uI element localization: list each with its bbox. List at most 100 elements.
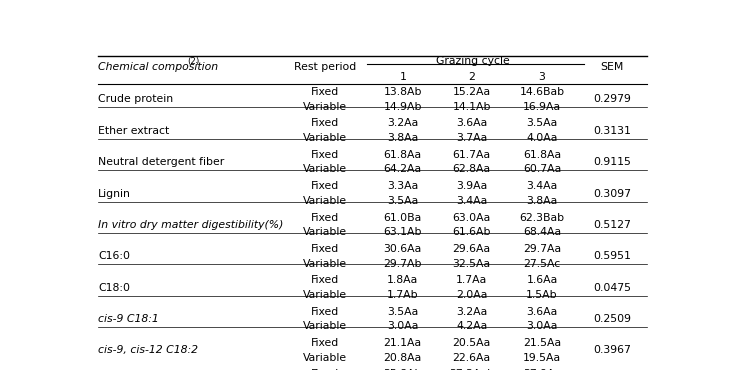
- Text: 63.0Aa: 63.0Aa: [453, 212, 491, 222]
- Text: Variable: Variable: [303, 196, 348, 206]
- Text: 61.8Aa: 61.8Aa: [523, 150, 561, 160]
- Text: 60.7Aa: 60.7Aa: [523, 165, 561, 175]
- Text: 3.6Aa: 3.6Aa: [456, 118, 488, 128]
- Text: 0.2979: 0.2979: [594, 94, 631, 104]
- Text: 13.8Ab: 13.8Ab: [384, 87, 422, 97]
- Text: Fixed: Fixed: [311, 150, 339, 160]
- Text: cis-9, cis-12 C18:2: cis-9, cis-12 C18:2: [99, 345, 199, 355]
- Text: 3.8Aa: 3.8Aa: [526, 196, 558, 206]
- Text: SEM: SEM: [601, 62, 624, 72]
- Text: 3.9Aa: 3.9Aa: [456, 181, 488, 191]
- Text: 3.5Aa: 3.5Aa: [526, 118, 558, 128]
- Text: 15.2Aa: 15.2Aa: [453, 87, 491, 97]
- Text: 64.2Aa: 64.2Aa: [384, 165, 422, 175]
- Text: Lignin: Lignin: [99, 188, 131, 199]
- Text: C18:0: C18:0: [99, 283, 130, 293]
- Text: 20.5Aa: 20.5Aa: [453, 338, 491, 348]
- Text: Fixed: Fixed: [311, 181, 339, 191]
- Text: 3.5Aa: 3.5Aa: [387, 307, 419, 317]
- Text: 3.0Aa: 3.0Aa: [526, 321, 558, 332]
- Text: Fixed: Fixed: [311, 307, 339, 317]
- Text: 1: 1: [399, 73, 406, 83]
- Text: 4.0Aa: 4.0Aa: [526, 133, 558, 143]
- Text: 0.3131: 0.3131: [594, 126, 631, 136]
- Text: 0.5127: 0.5127: [594, 220, 631, 230]
- Text: 14.1Ab: 14.1Ab: [453, 102, 491, 112]
- Text: Variable: Variable: [303, 321, 348, 332]
- Text: Fixed: Fixed: [311, 275, 339, 285]
- Text: C16:0: C16:0: [99, 251, 130, 261]
- Text: 4.2Aa: 4.2Aa: [456, 321, 488, 332]
- Text: Variable: Variable: [303, 290, 348, 300]
- Text: Variable: Variable: [303, 353, 348, 363]
- Text: 3.2Aa: 3.2Aa: [456, 307, 488, 317]
- Text: 29.7Aa: 29.7Aa: [523, 244, 561, 254]
- Text: Fixed: Fixed: [311, 244, 339, 254]
- Text: 3.3Aa: 3.3Aa: [387, 181, 419, 191]
- Text: cis-9 C18:1: cis-9 C18:1: [99, 314, 159, 324]
- Text: 61.8Aa: 61.8Aa: [384, 150, 422, 160]
- Text: Variable: Variable: [303, 259, 348, 269]
- Text: 3.6Aa: 3.6Aa: [526, 307, 558, 317]
- Text: 0.9115: 0.9115: [594, 157, 631, 167]
- Text: 35.8Ab: 35.8Ab: [384, 369, 422, 370]
- Text: 27.5Ac: 27.5Ac: [523, 259, 561, 269]
- Text: 21.1Aa: 21.1Aa: [384, 338, 422, 348]
- Text: 2: 2: [468, 73, 475, 83]
- Text: 3.2Aa: 3.2Aa: [387, 118, 419, 128]
- Text: 3.4Aa: 3.4Aa: [456, 196, 488, 206]
- Text: 29.7Ab: 29.7Ab: [384, 259, 422, 269]
- Text: 61.6Ab: 61.6Ab: [453, 227, 491, 237]
- Text: Variable: Variable: [303, 227, 348, 237]
- Text: 68.4Aa: 68.4Aa: [523, 227, 561, 237]
- Text: Variable: Variable: [303, 133, 348, 143]
- Text: 0.3097: 0.3097: [594, 188, 631, 199]
- Text: 22.6Aa: 22.6Aa: [453, 353, 491, 363]
- Text: 3.0Aa: 3.0Aa: [387, 321, 419, 332]
- Text: 3.5Aa: 3.5Aa: [387, 196, 419, 206]
- Text: Ether extract: Ether extract: [99, 126, 170, 136]
- Text: 32.5Aa: 32.5Aa: [453, 259, 491, 269]
- Text: 37.3Aab: 37.3Aab: [449, 369, 494, 370]
- Text: Fixed: Fixed: [311, 87, 339, 97]
- Text: Variable: Variable: [303, 165, 348, 175]
- Text: 2.0Aa: 2.0Aa: [456, 290, 488, 300]
- Text: 14.9Ab: 14.9Ab: [384, 102, 422, 112]
- Text: 61.0Ba: 61.0Ba: [384, 212, 422, 222]
- Text: Chemical composition: Chemical composition: [99, 62, 219, 72]
- Text: Fixed: Fixed: [311, 212, 339, 222]
- Text: In vitro dry matter digestibility(%): In vitro dry matter digestibility(%): [99, 220, 284, 230]
- Text: Fixed: Fixed: [311, 338, 339, 348]
- Text: Fixed: Fixed: [311, 369, 339, 370]
- Text: 62.8Aa: 62.8Aa: [453, 165, 491, 175]
- Text: 61.7Aa: 61.7Aa: [453, 150, 491, 160]
- Text: 21.5Aa: 21.5Aa: [523, 338, 561, 348]
- Text: 29.6Aa: 29.6Aa: [453, 244, 491, 254]
- Text: 19.5Aa: 19.5Aa: [523, 353, 561, 363]
- Text: 1.7Ab: 1.7Ab: [387, 290, 419, 300]
- Text: 3.4Aa: 3.4Aa: [526, 181, 558, 191]
- Text: Rest period: Rest period: [294, 62, 356, 72]
- Text: 0.5951: 0.5951: [594, 251, 631, 261]
- Text: 30.6Aa: 30.6Aa: [384, 244, 422, 254]
- Text: Grazing cycle: Grazing cycle: [436, 56, 510, 66]
- Text: 3.8Aa: 3.8Aa: [387, 133, 419, 143]
- Text: 3.7Aa: 3.7Aa: [456, 133, 488, 143]
- Text: 63.1Ab: 63.1Ab: [384, 227, 422, 237]
- Text: 0.3967: 0.3967: [594, 345, 631, 355]
- Text: Fixed: Fixed: [311, 118, 339, 128]
- Text: Neutral detergent fiber: Neutral detergent fiber: [99, 157, 225, 167]
- Text: 37.9Aa: 37.9Aa: [523, 369, 561, 370]
- Text: 1.7Aa: 1.7Aa: [456, 275, 488, 285]
- Text: 1.8Aa: 1.8Aa: [387, 275, 419, 285]
- Text: Variable: Variable: [303, 102, 348, 112]
- Text: 62.3Bab: 62.3Bab: [519, 212, 565, 222]
- Text: 1.5Ab: 1.5Ab: [526, 290, 558, 300]
- Text: 14.6Bab: 14.6Bab: [519, 87, 565, 97]
- Text: 20.8Aa: 20.8Aa: [384, 353, 422, 363]
- Text: 0.2509: 0.2509: [594, 314, 631, 324]
- Text: 1.6Aa: 1.6Aa: [526, 275, 558, 285]
- Text: 3: 3: [539, 73, 545, 83]
- Text: 16.9Aa: 16.9Aa: [523, 102, 561, 112]
- Text: Crude protein: Crude protein: [99, 94, 173, 104]
